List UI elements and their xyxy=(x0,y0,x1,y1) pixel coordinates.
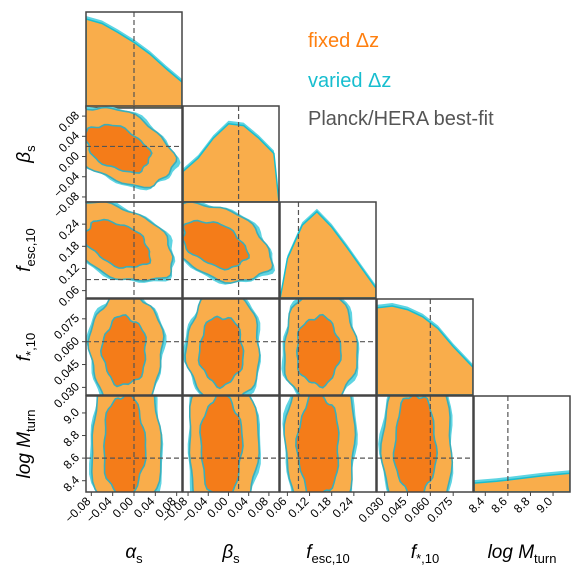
y-ticks-s: −0.08−0.040.000.040.08 xyxy=(51,108,86,221)
panel-frame xyxy=(182,298,280,396)
y-tick-label: 0.00 xyxy=(56,149,83,176)
x-ticks-s: −0.08−0.040.000.040.08 xyxy=(159,492,271,526)
x-ticks-log-m-turn: 8.4 8.6 8.8 9.0 xyxy=(466,492,555,516)
y-tick-label: 0.08 xyxy=(56,108,83,135)
panel-frame xyxy=(182,395,280,493)
x-ticks-f-esc-10: 0.060.120.180.24 xyxy=(263,492,356,521)
panel-f-10-vs-s xyxy=(182,298,280,396)
x-tick-label: 0.12 xyxy=(285,494,312,521)
y-tick-label: 0.060 xyxy=(51,334,82,365)
x-tick-label: 0.06 xyxy=(263,494,290,521)
x-ticks-s: −0.08−0.040.000.040.08 xyxy=(62,492,179,526)
panel-f-10-vs-f-esc-10 xyxy=(279,298,377,396)
panel-log-m-turn-vs-f-esc-10 xyxy=(279,395,377,493)
x-tick-label: 0.18 xyxy=(307,494,334,521)
y-tick-label: 9.0 xyxy=(60,405,82,427)
y-tick-label: 0.045 xyxy=(51,357,82,388)
marginal-curve xyxy=(183,123,279,202)
x-tick-label: 8.6 xyxy=(488,494,510,516)
marginal-f-esc-10 xyxy=(279,201,377,299)
y-tick-label: 0.06 xyxy=(56,283,83,310)
marginal-log-m-turn xyxy=(473,395,571,493)
panel-frame xyxy=(376,298,474,396)
legend-varied-dz: varied Δz xyxy=(308,70,392,92)
y-tick-label: 0.04 xyxy=(56,128,83,155)
y-tick-label: 8.6 xyxy=(60,450,82,472)
x-axis-label: f*,10 xyxy=(411,542,439,566)
panel-frame xyxy=(376,395,474,493)
x-tick-label: 9.0 xyxy=(533,494,555,516)
x-axis-label: αs xyxy=(125,542,143,566)
x-tick-label: 0.24 xyxy=(330,494,357,521)
y-tick-label: 8.8 xyxy=(60,428,82,450)
panel-log-m-turn-vs-s xyxy=(182,395,280,493)
y-ticks-f-esc-10: 0.060.120.180.24 xyxy=(56,216,86,309)
panel-frame xyxy=(279,298,377,396)
panel-f-10-vs-s xyxy=(85,298,183,396)
y-tick-label: 0.075 xyxy=(51,311,82,342)
x-axis-label: fesc,10 xyxy=(306,542,350,566)
x-tick-label: 0.075 xyxy=(424,494,455,525)
x-tick-label: 8.4 xyxy=(466,494,488,516)
marginal-curve xyxy=(474,472,570,492)
panel-frame xyxy=(85,298,183,396)
y-axis-label: fesc,10 xyxy=(14,228,38,272)
x-axis-label: log Mturn xyxy=(488,542,557,566)
panel-frame xyxy=(473,395,571,493)
panel-f-esc-10-vs-s xyxy=(182,201,280,299)
panel-frame xyxy=(279,395,377,493)
y-axis-label: βs xyxy=(14,145,38,164)
panel-frame xyxy=(85,201,183,299)
marginal-curve xyxy=(377,305,473,395)
y-axis-label: log Mturn xyxy=(14,410,38,479)
panel-log-m-turn-vs-s xyxy=(85,395,183,493)
panel-s-vs-s xyxy=(85,105,183,203)
y-tick-label: 0.030 xyxy=(51,379,82,410)
y-axis-label: f*,10 xyxy=(14,333,38,361)
x-tick-label: 0.00 xyxy=(110,494,137,521)
y-ticks-log-m-turn: 8.48.68.89.0 xyxy=(60,405,86,495)
x-tick-label: 0.04 xyxy=(131,494,158,521)
marginal-s xyxy=(85,11,183,109)
legend-fixed-dz: fixed Δz xyxy=(308,30,380,52)
marginal-f-10 xyxy=(376,298,474,396)
y-tick-label: 0.18 xyxy=(56,238,83,265)
x-axis-label: βs xyxy=(221,542,240,566)
marginal-curve xyxy=(280,210,376,298)
y-tick-label: 8.4 xyxy=(60,473,82,495)
panel-frame xyxy=(279,201,377,299)
marginal-s xyxy=(182,105,280,203)
y-tick-label: 0.12 xyxy=(56,260,83,287)
legend-planck-hera-best-fit: Planck/HERA best-fit xyxy=(308,108,494,130)
panel-log-m-turn-vs-f-10 xyxy=(376,395,474,493)
panel-f-esc-10-vs-s xyxy=(85,201,183,299)
x-tick-label: 8.8 xyxy=(511,494,533,516)
panel-frame xyxy=(182,201,280,299)
